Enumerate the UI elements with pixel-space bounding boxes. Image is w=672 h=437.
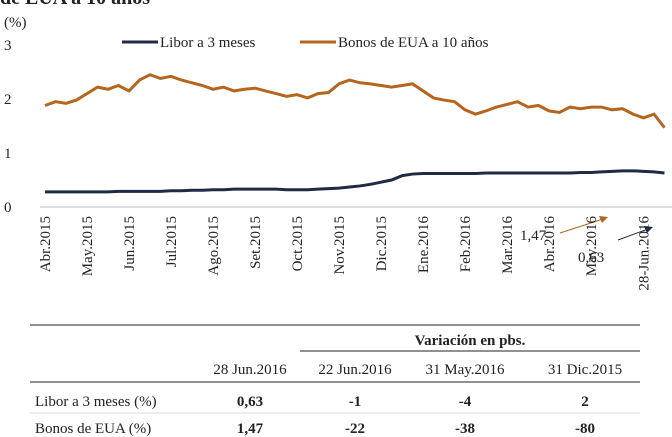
table-header: 31 May.2016 [425, 362, 505, 378]
x-tick-label: May.2016 [584, 216, 600, 277]
x-tick-label: Ago.2015 [206, 216, 222, 276]
table-cell: 2 [581, 394, 589, 410]
table-header: 22 Jun.2016 [318, 362, 392, 378]
chart-title: de EUA a 10 años [0, 0, 150, 9]
table-cell: -4 [459, 394, 472, 410]
annotation-arrowhead [599, 216, 608, 223]
y-tick-label: 3 [4, 38, 12, 54]
x-tick-label: Jul.2015 [164, 216, 180, 267]
table-header: 28 Jun.2016 [213, 362, 287, 378]
y-tick-label: 2 [4, 92, 12, 108]
line-series [45, 169, 665, 194]
table-cell: -22 [345, 421, 365, 437]
x-tick-label: Abr.2016 [542, 216, 558, 273]
annotation-arrow [617, 228, 649, 241]
x-tick-label: Abr.2015 [38, 216, 54, 272]
annotation: 0,63 [578, 250, 604, 266]
legend-label: Bonos de EUA a 10 años [338, 35, 489, 51]
table-cell: -1 [349, 394, 362, 410]
y-tick-label: 1 [4, 146, 12, 162]
x-tick-label: Feb.2016 [458, 216, 474, 273]
annotation-arrow [559, 218, 604, 234]
y-tick-label: 0 [4, 200, 12, 216]
x-tick-label: Mar.2016 [500, 216, 516, 274]
x-tick-label: Oct.2015 [290, 216, 306, 271]
x-tick-label: May.2015 [80, 216, 96, 276]
x-tick-label: Dic.2015 [374, 216, 390, 271]
y-axis-label: (%) [4, 15, 27, 31]
table-cell: -80 [575, 421, 595, 437]
x-tick-label: Ene.2016 [416, 216, 432, 274]
table-cell: -38 [455, 421, 475, 437]
line-series [44, 73, 666, 129]
table-cell: 1,47 [237, 421, 264, 437]
x-tick-label: 28-Jun.2016 [637, 216, 653, 291]
annotation-arrowhead [644, 226, 653, 233]
table-row-label: Libor a 3 meses (%) [35, 394, 157, 410]
table-header: 31 Dic.2015 [548, 362, 622, 378]
legend-label: Libor a 3 meses [160, 35, 256, 51]
table-cell: 0,63 [237, 394, 263, 410]
table-row-label: Bonos de EUA (%) [35, 421, 151, 437]
x-tick-label: Jun.2015 [122, 216, 138, 271]
x-tick-label: Set.2015 [248, 216, 264, 269]
table-group-header: Variación en pbs. [415, 333, 526, 349]
x-tick-label: Nov.2015 [332, 216, 348, 275]
annotation: 1,47 [520, 228, 547, 244]
